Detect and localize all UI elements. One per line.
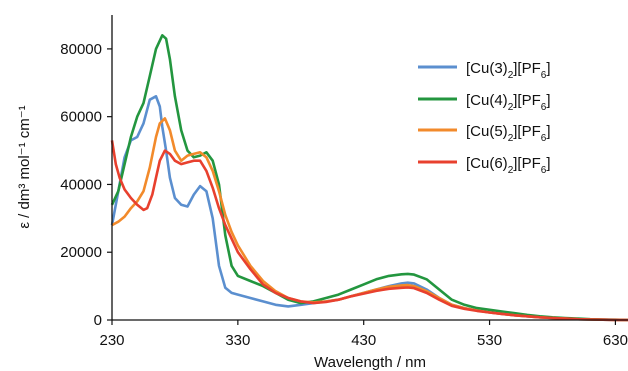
legend: [Cu(3)2][PF6] [Cu(4)2][PF6] [Cu(5)2][PF6… [418, 60, 551, 176]
y-tick-label: 60000 [60, 109, 102, 126]
series-line-3 [111, 117, 628, 322]
y-ticks: 0 20000 40000 60000 80000 [60, 41, 112, 329]
legend-item-cu3: [Cu(3)2][PF6] [418, 60, 551, 81]
legend-label-cu5: [Cu(5)2][PF6] [466, 123, 551, 144]
y-tick-label: 80000 [60, 41, 102, 58]
y-tick-label: 0 [94, 312, 102, 329]
x-tick-label: 530 [477, 332, 502, 349]
y-tick-label: 40000 [60, 176, 102, 193]
legend-item-cu4: [Cu(4)2][PF6] [418, 92, 551, 113]
y-tick-label: 20000 [60, 244, 102, 261]
y-axis-title: ε / dm³ mol⁻¹ cm⁻¹ [16, 105, 33, 228]
x-axis-title: Wavelength / nm [314, 354, 426, 371]
x-tick-label: 230 [99, 332, 124, 349]
legend-label-cu4: [Cu(4)2][PF6] [466, 92, 551, 113]
series-line-4 [110, 140, 628, 322]
series-line-2 [110, 34, 628, 322]
legend-label-cu6: [Cu(6)2][PF6] [466, 155, 551, 176]
x-tick-label: 430 [351, 332, 376, 349]
legend-item-cu5: [Cu(5)2][PF6] [418, 123, 551, 144]
legend-item-cu6: [Cu(6)2][PF6] [418, 155, 551, 176]
x-tick-label: 330 [225, 332, 250, 349]
plot-lines [110, 34, 628, 322]
legend-label-cu3: [Cu(3)2][PF6] [466, 60, 551, 81]
series-line-1 [110, 95, 628, 322]
x-tick-label: 630 [603, 332, 628, 349]
x-ticks: 230 330 430 530 630 [99, 320, 628, 349]
